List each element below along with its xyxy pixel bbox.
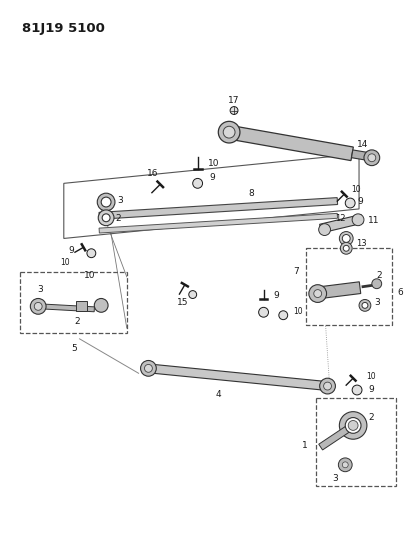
Circle shape bbox=[363, 150, 379, 166]
Text: 10: 10 bbox=[207, 159, 218, 168]
Text: 3: 3 bbox=[117, 196, 122, 205]
Circle shape bbox=[339, 411, 366, 439]
Polygon shape bbox=[319, 214, 362, 233]
Circle shape bbox=[351, 214, 363, 225]
Text: 8: 8 bbox=[247, 189, 253, 198]
Polygon shape bbox=[318, 423, 354, 450]
Circle shape bbox=[97, 193, 115, 211]
Circle shape bbox=[371, 279, 381, 289]
Circle shape bbox=[30, 298, 46, 314]
Circle shape bbox=[87, 249, 96, 257]
Circle shape bbox=[339, 231, 352, 245]
Text: 9: 9 bbox=[367, 384, 373, 393]
Circle shape bbox=[218, 122, 239, 143]
Polygon shape bbox=[148, 364, 327, 391]
Text: 2: 2 bbox=[75, 317, 80, 326]
Circle shape bbox=[101, 197, 111, 207]
Circle shape bbox=[344, 198, 354, 208]
Text: 4: 4 bbox=[215, 391, 221, 399]
Polygon shape bbox=[99, 198, 337, 219]
Circle shape bbox=[344, 417, 360, 433]
Polygon shape bbox=[99, 213, 337, 233]
Polygon shape bbox=[351, 150, 370, 160]
Text: 10: 10 bbox=[292, 307, 302, 316]
Text: 3: 3 bbox=[373, 298, 379, 307]
Circle shape bbox=[188, 290, 196, 298]
Circle shape bbox=[341, 462, 347, 468]
Text: 2: 2 bbox=[115, 214, 120, 223]
Polygon shape bbox=[227, 125, 352, 160]
Text: 9: 9 bbox=[68, 246, 73, 255]
Text: 1: 1 bbox=[301, 441, 307, 450]
Text: 2: 2 bbox=[375, 271, 381, 280]
Text: 17: 17 bbox=[228, 96, 239, 105]
Text: 5: 5 bbox=[72, 344, 77, 353]
Circle shape bbox=[94, 298, 108, 312]
Circle shape bbox=[319, 378, 335, 394]
Circle shape bbox=[34, 302, 42, 310]
Text: 81J19 5100: 81J19 5100 bbox=[22, 22, 105, 35]
Text: 10: 10 bbox=[60, 257, 70, 266]
Circle shape bbox=[358, 300, 370, 311]
Circle shape bbox=[339, 243, 351, 254]
Text: 15: 15 bbox=[177, 298, 188, 307]
Circle shape bbox=[230, 107, 237, 115]
Circle shape bbox=[144, 365, 152, 372]
Circle shape bbox=[367, 154, 375, 161]
Text: 2: 2 bbox=[367, 413, 373, 422]
Circle shape bbox=[351, 385, 361, 395]
Text: 10: 10 bbox=[365, 372, 375, 381]
Text: 3: 3 bbox=[332, 474, 337, 483]
Circle shape bbox=[192, 179, 202, 188]
Circle shape bbox=[347, 421, 357, 430]
Text: 9: 9 bbox=[273, 291, 279, 300]
Circle shape bbox=[258, 308, 268, 317]
Text: 16: 16 bbox=[146, 169, 158, 178]
Circle shape bbox=[343, 245, 348, 251]
Circle shape bbox=[140, 360, 156, 376]
Text: 14: 14 bbox=[356, 141, 367, 149]
Circle shape bbox=[98, 210, 114, 225]
Text: 12: 12 bbox=[334, 214, 345, 223]
Polygon shape bbox=[40, 304, 94, 312]
Text: 13: 13 bbox=[355, 239, 366, 248]
FancyBboxPatch shape bbox=[76, 301, 87, 311]
Circle shape bbox=[361, 302, 367, 308]
Text: 11: 11 bbox=[367, 216, 378, 225]
Circle shape bbox=[318, 224, 330, 236]
Circle shape bbox=[278, 311, 287, 320]
Text: 10: 10 bbox=[350, 185, 360, 193]
Polygon shape bbox=[103, 209, 109, 214]
Circle shape bbox=[313, 289, 321, 297]
Circle shape bbox=[341, 235, 350, 243]
Text: 6: 6 bbox=[396, 288, 402, 297]
Text: 9: 9 bbox=[209, 173, 215, 182]
Polygon shape bbox=[319, 282, 360, 298]
Circle shape bbox=[223, 126, 234, 138]
Text: 7: 7 bbox=[292, 268, 298, 277]
Circle shape bbox=[308, 285, 326, 302]
Text: 3: 3 bbox=[37, 285, 43, 294]
Circle shape bbox=[323, 382, 330, 390]
Circle shape bbox=[102, 214, 110, 222]
Text: 9: 9 bbox=[356, 197, 362, 206]
Circle shape bbox=[337, 458, 351, 472]
Text: 10: 10 bbox=[83, 271, 95, 280]
